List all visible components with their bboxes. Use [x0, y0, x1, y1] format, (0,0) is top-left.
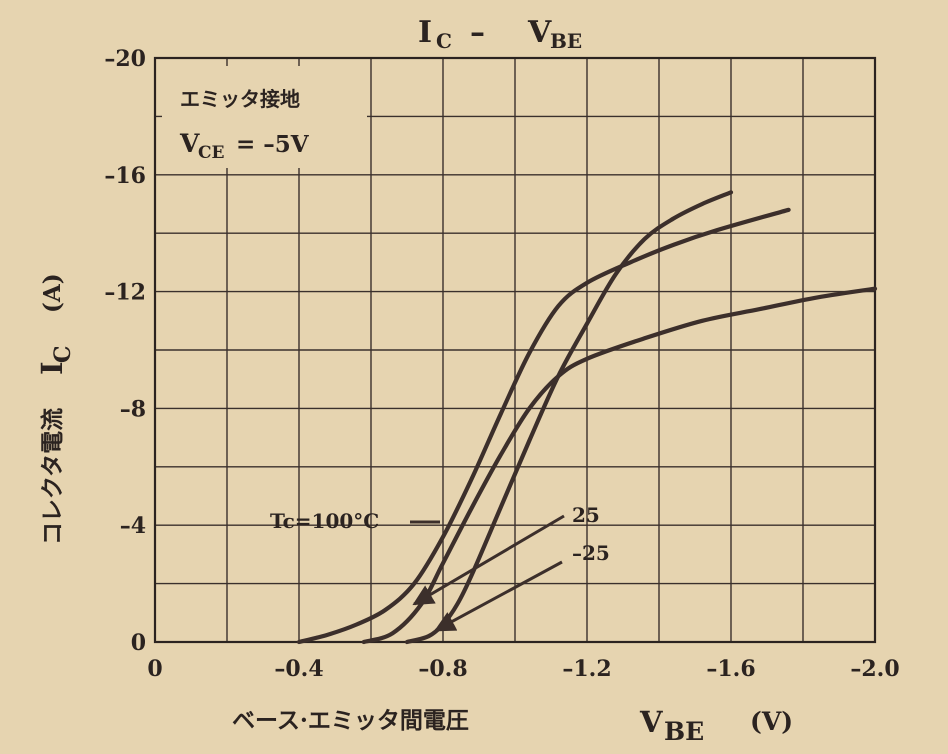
y-tick-label: –4 [120, 513, 146, 539]
x-axis-label-symbol: V [639, 705, 663, 739]
chart-title-vbe-subscript: BE [550, 29, 582, 53]
y-axis-label: コレクタ電流 I C (A) [35, 273, 76, 545]
y-tick-label: –12 [104, 280, 146, 306]
x-axis-label-unit: (V) [750, 707, 793, 736]
x-tick-label: –2.0 [850, 656, 899, 682]
chart-title-separator: – [470, 15, 485, 50]
legend-vce-symbol: V [179, 129, 200, 158]
legend-vce-value: = –5V [236, 131, 310, 158]
y-axis-label-jp: コレクタ電流 [39, 408, 66, 545]
y-tick-labels: 0 –4 –8 –12 –16 –20 [104, 46, 146, 656]
legend-vce-subscript: CE [198, 143, 225, 163]
y-tick-label: –20 [104, 46, 146, 72]
chart-title-vbe: V [527, 15, 552, 50]
legend-grounding: エミッタ接地 [180, 87, 300, 111]
x-axis-label-subscript: BE [664, 717, 704, 746]
curve-tc-minus-25 [404, 190, 734, 645]
x-axis-label-jp: ベース·エミッタ間電圧 [232, 707, 469, 734]
annotation-tc-25-arrow [412, 514, 565, 606]
x-tick-label: –1.6 [706, 656, 755, 682]
annotation-tc-minus-25-arrow [433, 560, 563, 632]
annotations: Tc=100°C 25 –25 [270, 503, 610, 632]
legend-box [162, 66, 367, 168]
x-tick-label: –0.8 [418, 656, 467, 682]
y-tick-label: –16 [104, 163, 146, 189]
y-tick-label: 0 [131, 630, 146, 656]
curve-tc-100 [296, 207, 791, 645]
y-axis-label-subscript: C [50, 345, 76, 363]
x-tick-label: 0 [147, 656, 162, 682]
y-axis-label-symbol: I [35, 361, 69, 375]
plot-frame [153, 56, 877, 644]
chart-title-ic-subscript: C [436, 29, 452, 53]
annotation-tc-100: Tc=100°C [270, 509, 379, 533]
x-tick-label: –0.4 [274, 656, 323, 682]
y-axis-label-unit: (A) [39, 273, 66, 313]
y-tick-label: –8 [120, 396, 146, 422]
x-tick-labels: 0 –0.4 –0.8 –1.2 –1.6 –2.0 [147, 656, 899, 682]
grid-layer [155, 58, 875, 642]
x-tick-label: –1.2 [562, 656, 611, 682]
chart-title-ic: I [418, 15, 432, 50]
annotation-tc-25: 25 [572, 503, 600, 527]
annotation-tc-minus-25: –25 [572, 541, 610, 565]
